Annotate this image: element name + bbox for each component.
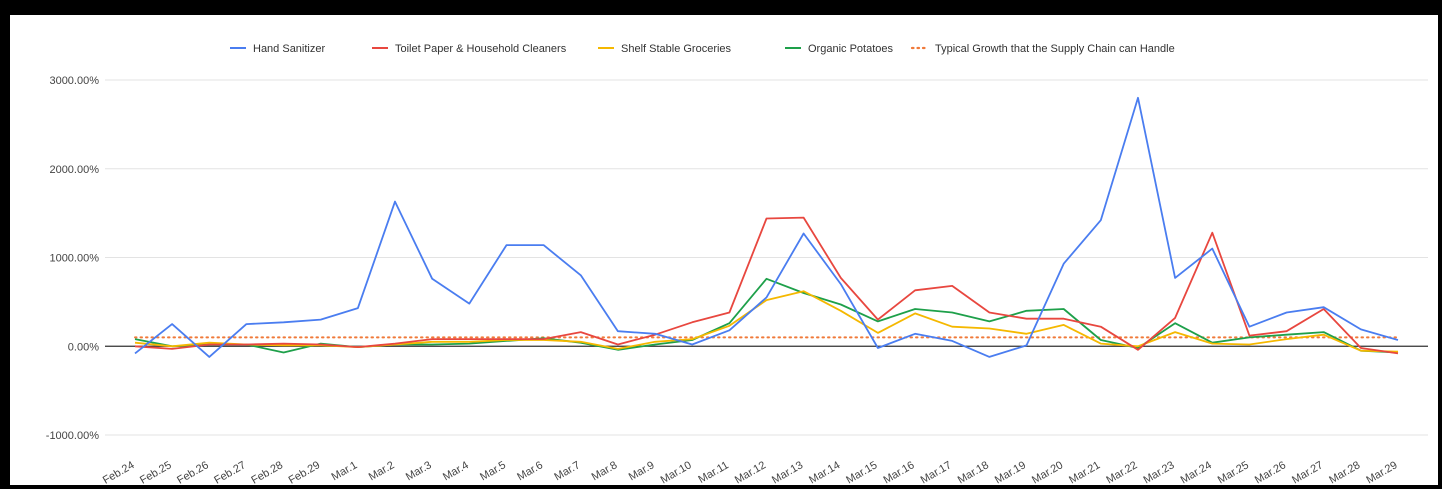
x-tick-label: Mar.8	[590, 459, 620, 483]
x-tick-label: Mar.9	[627, 459, 657, 483]
x-tick-label: Mar.29	[1364, 459, 1399, 485]
x-tick-label: Mar.10	[659, 459, 694, 485]
x-tick-label: Mar.2	[367, 459, 397, 483]
y-tick-label: 0.00%	[68, 341, 99, 353]
x-tick-label: Mar.5	[478, 459, 508, 483]
legend-entry: Toilet Paper & Household Cleaners	[395, 43, 567, 55]
series-line-hand-sanitizer	[134, 96, 1399, 358]
x-tick-label: Feb.26	[175, 459, 211, 485]
legend: Hand Sanitizer Toilet Paper & Household C…	[230, 43, 1175, 55]
x-tick-label: Mar.18	[956, 459, 991, 485]
grid-lines	[105, 79, 1428, 436]
x-tick-label: Mar.22	[1104, 459, 1139, 485]
series-line-shelf-stable-groceries	[134, 290, 1399, 353]
x-tick-label: Mar.13	[770, 459, 805, 485]
x-tick-label: Mar.20	[1030, 459, 1065, 485]
line-chart: 3000.00% 2000.00% 1000.00% 0.00% -1000.00% F…	[46, 43, 1428, 485]
x-tick-label: Mar.19	[993, 459, 1028, 485]
x-tick-label: Mar.23	[1141, 459, 1176, 485]
x-tick-label: Mar.15	[844, 459, 879, 485]
x-tick-label: Mar.12	[733, 459, 768, 485]
x-tick-label: Mar.21	[1067, 459, 1102, 485]
x-tick-label: Feb.24	[101, 459, 137, 485]
x-tick-label: Feb.27	[212, 459, 248, 485]
x-tick-label: Feb.25	[138, 459, 174, 485]
x-tick-label: Mar.26	[1253, 459, 1288, 485]
series-line-organic-potatoes	[134, 277, 1399, 354]
x-tick-label: Mar.27	[1290, 459, 1325, 485]
x-tick-label: Mar.11	[696, 459, 730, 485]
y-tick-label: 3000.00%	[49, 75, 99, 87]
x-tick-label: Feb.29	[287, 459, 323, 485]
x-tick-label: Mar.4	[441, 459, 471, 483]
y-tick-label: -1000.00%	[46, 430, 99, 442]
x-axis-tick-labels: Feb.24 Feb.25 Feb.26 Feb.27 Feb.28 Feb.29 Mar.…	[101, 459, 1400, 485]
chart-frame: 3000.00% 2000.00% 1000.00% 0.00% -1000.00% F…	[10, 15, 1438, 485]
legend-entry: Organic Potatoes	[808, 43, 893, 55]
legend-entry: Shelf Stable Groceries	[621, 43, 732, 55]
x-tick-label: Feb.28	[249, 459, 285, 485]
series-line-toilet-paper-household-cleaners	[134, 216, 1399, 355]
x-tick-label: Mar.24	[1179, 459, 1214, 485]
x-tick-label: Mar.17	[919, 459, 954, 485]
legend-entry: Typical Growth that the Supply Chain can…	[935, 43, 1175, 55]
legend-entry: Hand Sanitizer	[253, 43, 325, 55]
y-tick-label: 1000.00%	[49, 253, 99, 265]
x-tick-label: Mar.7	[552, 459, 582, 483]
x-tick-label: Mar.14	[807, 459, 842, 485]
x-tick-label: Mar.25	[1216, 459, 1251, 485]
x-tick-label: Mar.6	[515, 459, 545, 483]
x-tick-label: Mar.28	[1327, 459, 1362, 485]
x-tick-label: Mar.16	[881, 459, 916, 485]
series-lines	[134, 96, 1399, 358]
x-tick-label: Mar.1	[330, 459, 360, 483]
y-axis-tick-labels: 3000.00% 2000.00% 1000.00% 0.00% -1000.00%	[46, 75, 99, 442]
y-tick-label: 2000.00%	[49, 164, 99, 176]
x-tick-label: Mar.3	[404, 459, 434, 483]
